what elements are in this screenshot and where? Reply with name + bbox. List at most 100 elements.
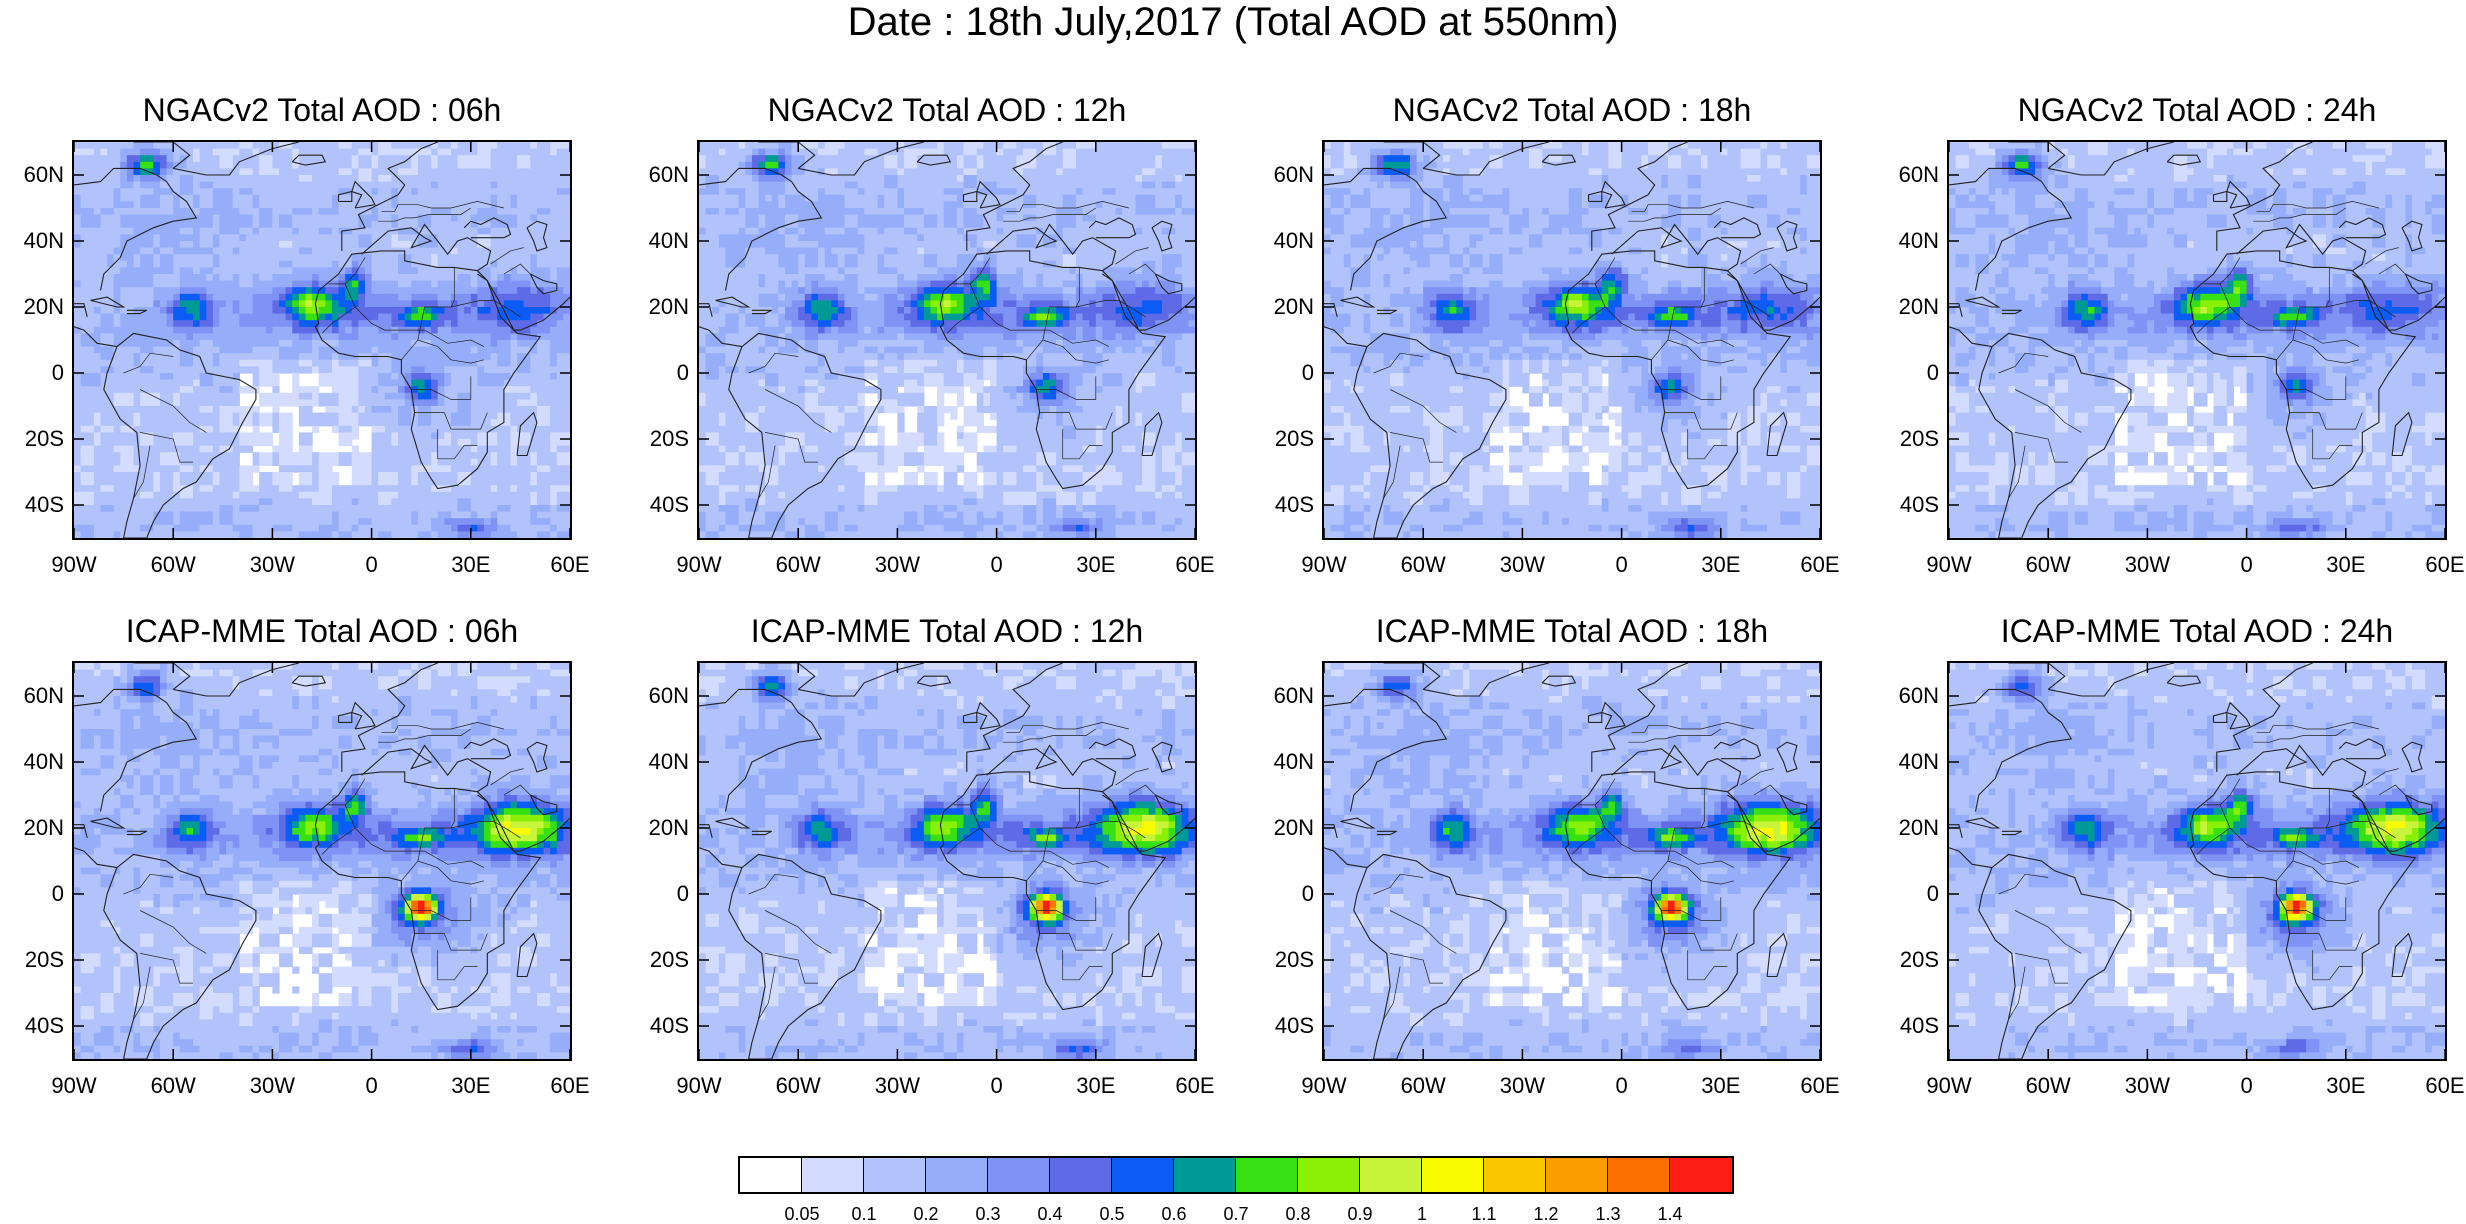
lon-tick-label: 0 [2207, 554, 2287, 576]
lon-tick-label: 30W [232, 1075, 312, 1097]
lat-tick-label: 40N [619, 751, 689, 773]
lon-tick-label: 60W [2008, 554, 2088, 576]
lat-tick-label: 20S [1244, 428, 1314, 450]
lat-tick-label: 40S [1244, 1015, 1314, 1037]
lat-tick-label: 40N [1869, 230, 1939, 252]
lon-tick-label: 30E [431, 1075, 511, 1097]
colorbar-label: 0.3 [958, 1204, 1018, 1224]
lat-tick-label: 40N [1244, 230, 1314, 252]
lon-tick-label: 60E [530, 554, 610, 576]
aod-map [1322, 140, 1822, 540]
aod-map [1947, 140, 2447, 540]
lon-tick-label: 90W [34, 1075, 114, 1097]
lat-tick-label: 40S [619, 494, 689, 516]
lon-tick-label: 60W [1383, 1075, 1463, 1097]
aod-field-svg [1949, 142, 2445, 538]
lat-tick-label: 40N [1869, 751, 1939, 773]
lat-tick-label: 40S [1869, 494, 1939, 516]
lon-tick-label: 60W [133, 554, 213, 576]
lon-tick-label: 0 [332, 1075, 412, 1097]
lat-tick-label: 20S [619, 428, 689, 450]
colorbar-swatch [988, 1158, 1050, 1192]
colorbar-swatch [1174, 1158, 1236, 1192]
aod-field-svg [74, 142, 570, 538]
lat-tick-label: 60N [0, 164, 64, 186]
panel-title: NGACv2 Total AOD : 06h [72, 92, 572, 128]
lon-tick-label: 60E [1155, 1075, 1235, 1097]
colorbar-label: 0.05 [772, 1204, 832, 1224]
colorbar-label: 0.2 [896, 1204, 956, 1224]
lon-tick-label: 30W [2107, 1075, 2187, 1097]
lon-tick-label: 30E [1681, 1075, 1761, 1097]
lat-tick-label: 40S [0, 494, 64, 516]
aod-map [72, 140, 572, 540]
lon-tick-label: 90W [1284, 554, 1364, 576]
colorbar-swatch [1298, 1158, 1360, 1192]
colorbar-label: 1.1 [1454, 1204, 1514, 1224]
colorbar-label: 1 [1392, 1204, 1452, 1224]
lon-tick-label: 90W [1284, 1075, 1364, 1097]
colorbar-swatch [1050, 1158, 1112, 1192]
colorbar-label: 0.6 [1144, 1204, 1204, 1224]
colorbar-label: 0.5 [1082, 1204, 1142, 1224]
colorbar-swatch [1112, 1158, 1174, 1192]
aod-field-svg [1949, 663, 2445, 1059]
colorbar-swatch [1608, 1158, 1670, 1192]
aod-map [697, 661, 1197, 1061]
lat-tick-label: 40S [619, 1015, 689, 1037]
lat-tick-label: 60N [1869, 164, 1939, 186]
lat-tick-label: 0 [0, 362, 64, 384]
colorbar-swatch [1422, 1158, 1484, 1192]
colorbar-label: 1.2 [1516, 1204, 1576, 1224]
lat-tick-label: 60N [1244, 685, 1314, 707]
lat-tick-label: 20S [619, 949, 689, 971]
lat-tick-label: 40N [0, 230, 64, 252]
lat-tick-label: 0 [1869, 883, 1939, 905]
colorbar-label: 0.4 [1020, 1204, 1080, 1224]
lat-tick-label: 20N [1869, 817, 1939, 839]
lat-tick-label: 60N [0, 685, 64, 707]
colorbar-label: 1.3 [1578, 1204, 1638, 1224]
lat-tick-label: 40N [0, 751, 64, 773]
aod-colorbar [738, 1156, 1734, 1194]
lon-tick-label: 30W [2107, 554, 2187, 576]
lat-tick-label: 0 [1869, 362, 1939, 384]
lat-tick-label: 60N [1869, 685, 1939, 707]
colorbar-swatch [1360, 1158, 1422, 1192]
lat-tick-label: 20S [1869, 428, 1939, 450]
lat-tick-label: 20N [0, 817, 64, 839]
lon-tick-label: 60E [1155, 554, 1235, 576]
lon-tick-label: 0 [332, 554, 412, 576]
lat-tick-label: 0 [619, 883, 689, 905]
lon-tick-label: 60E [530, 1075, 610, 1097]
panel-title: ICAP-MME Total AOD : 24h [1947, 613, 2447, 649]
lon-tick-label: 0 [2207, 1075, 2287, 1097]
lon-tick-label: 30E [1056, 1075, 1136, 1097]
lat-tick-label: 20N [1244, 296, 1314, 318]
lon-tick-label: 90W [1909, 1075, 1989, 1097]
panel-title: NGACv2 Total AOD : 12h [697, 92, 1197, 128]
aod-field-svg [1324, 142, 1820, 538]
aod-field-svg [1324, 663, 1820, 1059]
lon-tick-label: 30E [1056, 554, 1136, 576]
lon-tick-label: 30W [1482, 554, 1562, 576]
lat-tick-label: 20N [0, 296, 64, 318]
lat-tick-label: 20N [619, 296, 689, 318]
lat-tick-label: 20N [1869, 296, 1939, 318]
panel-title: ICAP-MME Total AOD : 18h [1322, 613, 1822, 649]
lon-tick-label: 30E [1681, 554, 1761, 576]
lat-tick-label: 40S [0, 1015, 64, 1037]
panel-title: NGACv2 Total AOD : 24h [1947, 92, 2447, 128]
lat-tick-label: 40S [1869, 1015, 1939, 1037]
colorbar-swatch [1546, 1158, 1608, 1192]
aod-field-svg [74, 663, 570, 1059]
lon-tick-label: 30E [2306, 554, 2386, 576]
panel-title: ICAP-MME Total AOD : 12h [697, 613, 1197, 649]
lat-tick-label: 20N [1244, 817, 1314, 839]
